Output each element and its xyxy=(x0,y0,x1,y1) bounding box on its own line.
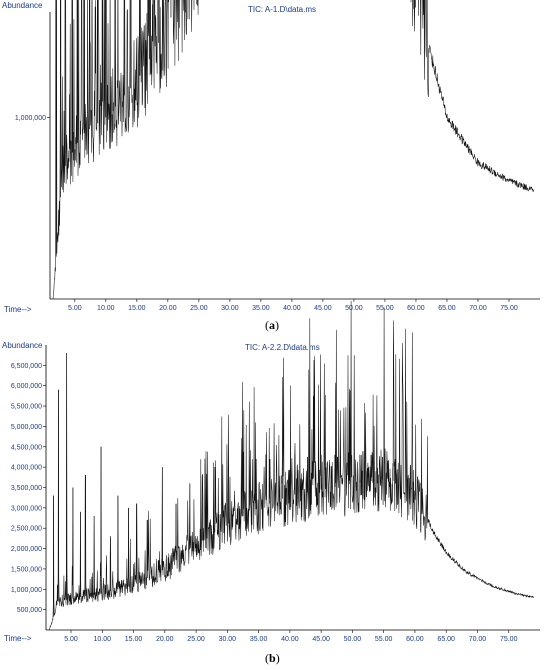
y-tick-label: 500,000 xyxy=(17,607,42,614)
chart-b-caption: (b) xyxy=(265,651,280,666)
chart-a-title: TIC: A-1.D\data.ms xyxy=(248,5,317,14)
x-tick-label: 40.00 xyxy=(283,305,301,312)
x-tick-label: 25.00 xyxy=(187,636,205,643)
x-tick-label: 65.00 xyxy=(438,305,456,312)
chart-b-caption-open: ( xyxy=(265,651,269,665)
chart-a-tic-trace xyxy=(52,0,535,300)
chart-b-title: TIC: A-2.2.D\data.ms xyxy=(245,343,320,352)
chart-a-ylabel: Abundance xyxy=(2,1,43,10)
x-tick-label: 30.00 xyxy=(219,636,237,643)
x-tick-label: 55.00 xyxy=(376,305,394,312)
x-tick-label: 55.00 xyxy=(375,636,393,643)
y-tick-label: 2,000,000 xyxy=(11,546,42,553)
x-tick-label: 50.00 xyxy=(344,636,362,643)
x-tick-label: 30.00 xyxy=(221,305,239,312)
y-tick-label: 6,500,000 xyxy=(11,363,42,370)
x-tick-label: 5.00 xyxy=(64,636,78,643)
x-tick-label: 35.00 xyxy=(252,305,270,312)
chart-a-caption: (a) xyxy=(265,318,279,333)
chart-a-xlabel: Time--> xyxy=(4,305,32,314)
chart-b-tic-trace xyxy=(48,300,534,631)
y-tick-label: 1,500,000 xyxy=(11,566,42,573)
chart-a-caption-close: ) xyxy=(275,318,279,332)
x-tick-label: 15.00 xyxy=(128,305,146,312)
x-tick-label: 45.00 xyxy=(314,305,332,312)
x-tick-label: 75.00 xyxy=(500,305,518,312)
chart-b-xlabel: Time--> xyxy=(4,634,32,643)
x-tick-label: 45.00 xyxy=(312,636,330,643)
chart-panel-b: 500,000 1,000,000 1,500,000 2,000,000 2,500,… xyxy=(0,300,550,670)
x-tick-label: 5.00 xyxy=(68,305,82,312)
y-tick-label: 1,000,000 xyxy=(15,115,46,122)
x-tick-label: 35.00 xyxy=(250,636,268,643)
x-tick-label: 60.00 xyxy=(407,305,425,312)
chart-panel-a: 1,000,0002,000,0003,000,0004,000,0005,00… xyxy=(2,0,540,333)
x-tick-label: 70.00 xyxy=(469,636,487,643)
x-tick-label: 65.00 xyxy=(437,636,455,643)
x-tick-label: 40.00 xyxy=(281,636,299,643)
x-tick-label: 20.00 xyxy=(159,305,177,312)
x-tick-label: 15.00 xyxy=(125,636,143,643)
x-tick-label: 20.00 xyxy=(156,636,174,643)
chart-a-caption-letter: a xyxy=(269,318,275,332)
y-tick-label: 3,500,000 xyxy=(11,485,42,492)
y-tick-label: 4,000,000 xyxy=(11,465,42,472)
chart-a-caption-open: ( xyxy=(265,318,269,332)
y-tick-label: 1,000,000 xyxy=(11,587,42,594)
chart-b-caption-letter: b xyxy=(269,651,276,665)
chart-b-caption-close: ) xyxy=(275,651,280,665)
y-tick-label: 5,000,000 xyxy=(11,424,42,431)
x-tick-label: 50.00 xyxy=(345,305,363,312)
x-tick-label: 10.00 xyxy=(94,636,112,643)
chart-b-ylabel: Abundance xyxy=(2,341,43,350)
y-tick-label: 4,500,000 xyxy=(11,444,42,451)
x-tick-label: 75.00 xyxy=(500,636,518,643)
x-tick-label: 70.00 xyxy=(469,305,487,312)
x-tick-label: 10.00 xyxy=(97,305,115,312)
chart-a-svg: 1,000,0002,000,0003,000,0004,000,0005,00… xyxy=(15,0,540,312)
y-tick-label: 5,500,000 xyxy=(11,404,42,411)
chart-b-svg: 500,000 1,000,000 1,500,000 2,000,000 2,500,… xyxy=(11,300,540,643)
y-tick-label: 6,000,000 xyxy=(11,383,42,390)
x-tick-label: 60.00 xyxy=(406,636,424,643)
y-tick-label: 2,500,000 xyxy=(11,526,42,533)
y-tick-label: 3,000,000 xyxy=(11,505,42,512)
x-tick-label: 25.00 xyxy=(190,305,208,312)
